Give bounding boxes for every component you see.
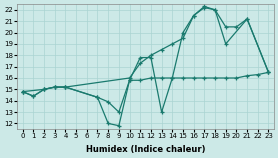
X-axis label: Humidex (Indice chaleur): Humidex (Indice chaleur) <box>86 145 205 154</box>
